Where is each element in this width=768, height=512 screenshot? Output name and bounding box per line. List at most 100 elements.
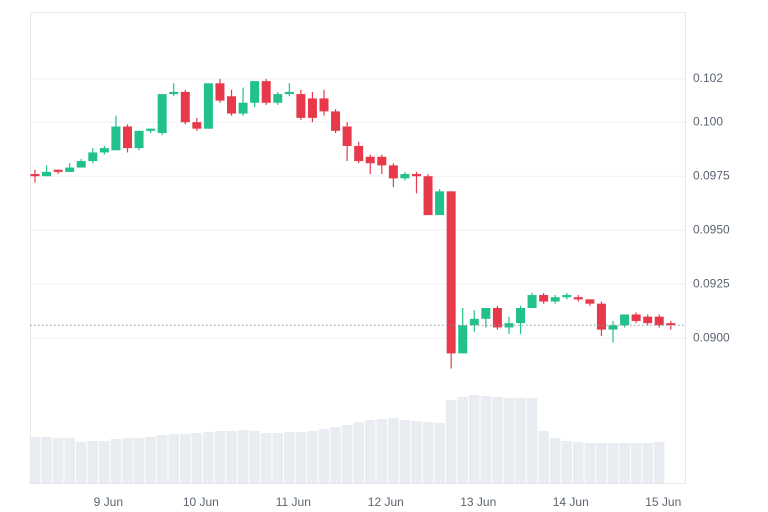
candle-body bbox=[411, 174, 421, 177]
volume-bar bbox=[364, 420, 376, 483]
volume-bar bbox=[295, 432, 307, 483]
volume-bar bbox=[110, 439, 122, 483]
volume-bar bbox=[607, 443, 619, 483]
candle-body bbox=[620, 314, 630, 326]
candle-body bbox=[65, 167, 75, 172]
candle-body bbox=[527, 295, 537, 308]
volume-bar bbox=[272, 433, 284, 483]
volume-bar bbox=[445, 400, 457, 483]
volume-bar bbox=[388, 418, 399, 483]
volume-bar bbox=[503, 398, 515, 483]
volume-bar bbox=[307, 431, 318, 483]
volume-bar bbox=[237, 430, 249, 483]
volume-bar bbox=[330, 427, 341, 483]
candle-body bbox=[608, 325, 618, 330]
volume-bar bbox=[145, 437, 156, 483]
candle-body bbox=[169, 91, 179, 95]
volume-bar bbox=[619, 443, 630, 483]
candle-body bbox=[516, 307, 526, 324]
volume-bar bbox=[75, 442, 87, 483]
candle-body bbox=[539, 295, 549, 302]
volume-bar bbox=[87, 441, 99, 483]
volume-bar bbox=[99, 441, 110, 483]
candle-body bbox=[192, 122, 202, 129]
candle-body bbox=[354, 145, 364, 162]
volume-bar bbox=[630, 443, 642, 483]
candle-body bbox=[423, 176, 433, 216]
candle-body bbox=[250, 81, 260, 103]
candle-body bbox=[42, 171, 52, 177]
volume-bar bbox=[411, 421, 422, 483]
volume-bar bbox=[515, 398, 526, 483]
volume-bar bbox=[526, 398, 538, 483]
volume-bar bbox=[156, 435, 168, 483]
y-tick-label: 0.0900 bbox=[693, 330, 730, 344]
volume-bar bbox=[341, 425, 353, 483]
candle-body bbox=[307, 98, 317, 118]
candle-body bbox=[596, 303, 606, 330]
volume-bar bbox=[642, 443, 653, 483]
volume-bar bbox=[353, 422, 364, 483]
volume-bar bbox=[52, 438, 64, 483]
candle-body bbox=[331, 111, 341, 131]
volume-bar bbox=[168, 434, 179, 483]
candle-body bbox=[30, 174, 40, 177]
x-tick-label: 14 Jun bbox=[553, 495, 589, 509]
candle-body bbox=[481, 307, 491, 319]
volume-bar bbox=[469, 395, 480, 483]
x-tick-label: 11 Jun bbox=[276, 495, 311, 509]
x-tick-label: 10 Jun bbox=[183, 495, 219, 509]
candle-body bbox=[215, 83, 225, 101]
volume-bar bbox=[191, 433, 203, 483]
candle-body bbox=[654, 316, 664, 326]
volume-bar bbox=[284, 432, 295, 483]
candle-body bbox=[562, 295, 572, 298]
volume-bar bbox=[226, 431, 237, 483]
volume-bar bbox=[318, 429, 330, 483]
x-tick-label: 9 Jun bbox=[94, 495, 123, 509]
volume-bar bbox=[480, 396, 492, 483]
candle-body bbox=[666, 323, 676, 326]
y-tick-label: 0.0925 bbox=[693, 276, 730, 290]
candle-body bbox=[122, 126, 132, 149]
candle-body bbox=[111, 126, 121, 151]
volume-bar bbox=[29, 437, 41, 483]
volume-bar bbox=[422, 422, 434, 483]
volume-bar bbox=[133, 438, 145, 483]
y-tick-label: 0.0975 bbox=[693, 168, 730, 182]
candle-body bbox=[134, 130, 144, 149]
volume-bar bbox=[549, 438, 561, 483]
x-tick-label: 13 Jun bbox=[460, 495, 496, 509]
candle-body bbox=[365, 156, 375, 164]
candle-body bbox=[446, 191, 456, 354]
candle-body bbox=[469, 318, 479, 326]
candle-body bbox=[319, 98, 329, 112]
candle-body bbox=[227, 96, 237, 114]
candle-body bbox=[631, 314, 641, 321]
candle-body bbox=[573, 297, 583, 300]
volume-bar bbox=[376, 419, 388, 483]
candle-body bbox=[203, 83, 213, 129]
volume-bar bbox=[180, 434, 191, 483]
candle-body bbox=[492, 307, 502, 328]
candle-body bbox=[88, 152, 98, 162]
volume-bar bbox=[399, 420, 411, 483]
candle-body bbox=[342, 126, 352, 146]
y-tick-label: 0.100 bbox=[693, 114, 723, 128]
candle-body bbox=[180, 91, 190, 123]
volume-bar bbox=[584, 443, 596, 483]
candle-body bbox=[504, 323, 514, 328]
candle-body bbox=[388, 165, 398, 179]
candle-body bbox=[284, 91, 294, 95]
x-tick-label: 12 Jun bbox=[368, 495, 404, 509]
candle-body bbox=[458, 325, 468, 354]
candle-body bbox=[643, 316, 653, 324]
candle-body bbox=[400, 174, 410, 179]
volume-bar bbox=[64, 438, 75, 483]
candle-body bbox=[273, 94, 283, 103]
candle-body bbox=[550, 297, 560, 302]
candle-body bbox=[238, 102, 248, 114]
volume-bar bbox=[214, 431, 226, 483]
volume-bar bbox=[434, 423, 445, 483]
